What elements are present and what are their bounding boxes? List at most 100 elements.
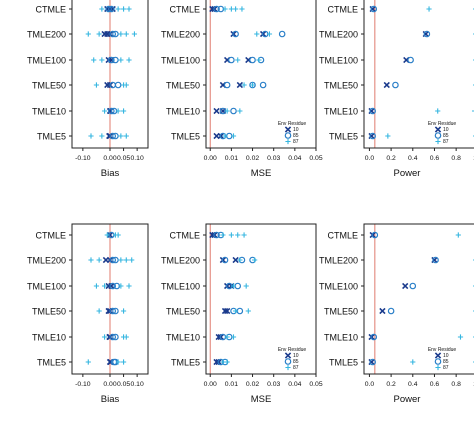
data-point-marker-85 — [392, 81, 399, 89]
circle-mark — [112, 307, 119, 315]
series-87 — [85, 6, 138, 139]
plus-mark — [245, 308, 251, 314]
plus-mark — [99, 57, 105, 63]
data-point-marker-87 — [471, 110, 474, 112]
x-axis-label: Power — [394, 394, 421, 405]
cross-mark — [236, 81, 244, 89]
data-point-marker-85 — [109, 307, 117, 315]
series-10 — [368, 5, 429, 140]
data-point-marker-87 — [237, 108, 243, 114]
data-point-marker-10 — [232, 256, 239, 264]
plus-mark — [118, 257, 124, 263]
category-label: TMLE100 — [319, 282, 358, 292]
x-axis-label: MSE — [251, 394, 272, 405]
plot-frame — [205, 223, 317, 375]
circle-mark — [284, 358, 292, 365]
circle-mark — [423, 30, 431, 38]
x-tick-label: 0.0 — [365, 381, 375, 388]
panel-4: CTMLE TMLE200 TMLE100 TMLE50 TMLE10 TMLE5 -0.1… — [27, 223, 149, 405]
plus-mark — [104, 232, 110, 238]
data-point-marker-85 — [278, 30, 286, 38]
data-point-marker-87 — [235, 232, 241, 238]
plus-mark — [233, 308, 239, 314]
data-point-marker-87 — [118, 57, 124, 63]
data-point-marker-85 — [369, 132, 376, 140]
data-point-marker-87 — [224, 359, 230, 365]
plus-mark — [230, 283, 237, 289]
plus-mark — [123, 133, 129, 139]
plus-mark — [129, 257, 135, 263]
data-point-marker-87 — [266, 31, 273, 37]
category-label: TMLE50 — [324, 81, 358, 91]
data-point-marker-87 — [222, 133, 228, 139]
data-point-marker-87 — [249, 82, 256, 88]
category-label: TMLE10 — [324, 333, 358, 343]
category-label: TMLE10 — [166, 107, 200, 117]
data-point-marker-10 — [402, 282, 409, 290]
plus-mark — [88, 133, 94, 139]
legend-entry-label: 10 — [293, 353, 299, 359]
x-tick-label: 0.01 — [225, 381, 238, 388]
data-point-marker-85 — [109, 333, 117, 341]
data-point-marker-10 — [213, 107, 220, 115]
circle-mark — [109, 30, 117, 38]
data-point-marker-87 — [93, 82, 100, 88]
category-label: TMLE10 — [324, 107, 358, 117]
data-point-marker-10 — [106, 231, 114, 239]
plus-mark — [230, 334, 237, 340]
data-point-marker-85 — [232, 30, 239, 38]
circle-mark — [109, 256, 117, 264]
data-point-marker-87 — [120, 108, 127, 114]
data-point-marker-87 — [235, 57, 241, 63]
legend-marker-10 — [434, 352, 442, 359]
data-point-marker-87 — [123, 31, 129, 37]
plus-mark — [91, 57, 97, 63]
legend-marker-85 — [284, 132, 292, 139]
plus-mark — [101, 108, 108, 114]
data-point-marker-85 — [108, 107, 115, 115]
legend-entry-label: 10 — [443, 127, 449, 133]
category-label: TMLE5 — [37, 358, 66, 368]
cross-mark — [223, 307, 231, 315]
x-tick-label: 0.10 — [131, 155, 144, 162]
x-tick-label: 0.4 — [408, 155, 418, 162]
plus-mark — [222, 6, 228, 12]
data-point-marker-87 — [123, 82, 129, 88]
data-point-marker-85 — [109, 132, 117, 140]
data-point-marker-87 — [101, 108, 108, 114]
category-label: TMLE5 — [171, 358, 200, 368]
cross-mark — [434, 352, 442, 359]
plus-mark — [118, 283, 124, 289]
plus-mark — [101, 283, 108, 289]
circle-mark — [284, 132, 292, 139]
data-point-marker-85 — [387, 307, 395, 315]
data-point-marker-87 — [96, 31, 102, 37]
category-label: CTMLE — [35, 231, 66, 241]
data-point-marker-87 — [115, 359, 121, 365]
circle-mark — [369, 107, 376, 115]
circle-mark — [112, 256, 119, 264]
legend-title: Env Residue — [428, 121, 457, 127]
cross-mark — [369, 5, 376, 13]
category-label: TMLE10 — [32, 333, 66, 343]
legend-title: Env Residue — [428, 347, 457, 353]
legend-entry-label: 85 — [443, 359, 449, 365]
category-label: TMLE100 — [161, 282, 200, 292]
plus-mark — [126, 283, 132, 289]
data-point-marker-85 — [369, 358, 376, 366]
series-87 — [410, 232, 474, 365]
x-tick-label: 0.04 — [288, 155, 301, 162]
data-point-marker-85 — [409, 282, 417, 290]
category-label: CTMLE — [327, 5, 358, 15]
legend-title: Env Residue — [278, 121, 307, 127]
x-tick-label: 0.2 — [386, 155, 396, 162]
circle-mark — [108, 5, 115, 13]
x-tick-label: 0.2 — [386, 381, 396, 388]
plus-mark — [235, 232, 241, 238]
plus-mark — [118, 133, 124, 139]
circle-mark — [112, 333, 119, 341]
category-label: TMLE200 — [27, 256, 66, 266]
cross-mark — [108, 282, 115, 290]
plus-mark — [120, 359, 127, 365]
x-tick-label: 0.6 — [430, 381, 440, 388]
